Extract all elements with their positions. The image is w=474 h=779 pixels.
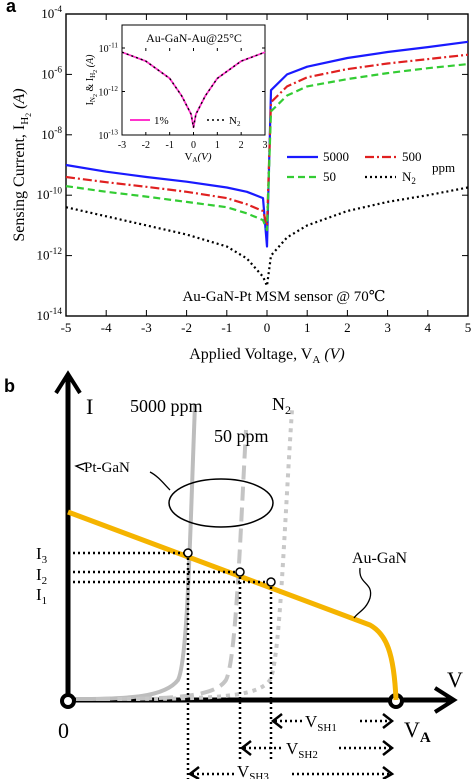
- y-tick-label: 10-4: [41, 5, 62, 21]
- i3-label: I3: [36, 544, 48, 566]
- panel-b-letter: b: [4, 376, 15, 396]
- x-tick-label: -4: [101, 320, 112, 335]
- inset-series-group: [121, 51, 266, 129]
- pt-gan-ellipse: [168, 478, 274, 528]
- x-tick-label: 3: [263, 140, 268, 151]
- x-tick-label: 3: [384, 320, 391, 335]
- op-point-i3: [183, 548, 193, 558]
- inset-y-label: IN2 & IH2 (A): [85, 54, 99, 106]
- va-label: VA: [404, 717, 431, 746]
- panel-a-letter: a: [6, 0, 17, 16]
- inset-legend-label-n2: N2: [229, 115, 241, 128]
- au-gan-label: Au-GaN: [352, 550, 408, 567]
- x-tick-label: 1: [304, 320, 311, 335]
- x-tick-label: -3: [141, 320, 152, 335]
- vsh3-label: VSH3: [237, 762, 269, 779]
- legend-label-n2: N2: [402, 169, 416, 186]
- origin-label: 0: [58, 718, 69, 743]
- y-tick-label: 10-6: [41, 66, 62, 82]
- inset-frame: [121, 24, 266, 136]
- op-point-i2: [235, 567, 245, 577]
- i-axis-arrow: [54, 370, 82, 395]
- vsh3-arrow-left: [187, 766, 200, 779]
- y-tick-label: 10-12: [98, 85, 118, 99]
- operating-point-guides: [68, 551, 273, 779]
- au-gan-pointer: [353, 567, 372, 619]
- x-tick-label: 1: [215, 140, 220, 151]
- x-tick-label: -5: [61, 320, 72, 335]
- vsh1-arrow-right: [382, 713, 395, 729]
- vsh2-label-bg: [283, 736, 339, 758]
- vsh3-label-bg: [234, 762, 290, 779]
- svg-text:IN2 & IH2 (A): IN2 & IH2 (A): [85, 54, 99, 106]
- x-tick-label: -1: [165, 140, 173, 151]
- y-label-text: Sensing Current, I: [11, 125, 28, 242]
- y-tick-label: 10-10: [37, 186, 63, 202]
- main-series-group: [65, 40, 469, 287]
- series-line-n2: [65, 186, 469, 287]
- main-y-label: Sensing Current, IH2 (A): [11, 88, 33, 241]
- pt-gan-pointer: [149, 471, 171, 491]
- i-axis-label: I: [86, 394, 93, 419]
- x-tick-label: 2: [344, 320, 351, 335]
- x-tick-label: -2: [181, 320, 192, 335]
- v-axis-label: V: [447, 667, 463, 692]
- main-x-label: Applied Voltage, VA (V): [189, 346, 345, 366]
- legend-label-50: 50: [323, 169, 336, 184]
- series-line-5000: [65, 40, 469, 248]
- vsh2-arrow-right: [382, 740, 395, 756]
- y-tick-label: 10-8: [41, 126, 62, 142]
- label-5000ppm: 5000 ppm: [130, 396, 203, 416]
- x-tick-label: -1: [221, 320, 232, 335]
- x-tick-label: 0: [264, 320, 271, 335]
- i1-label: I1: [36, 585, 47, 607]
- pt-gan-label: Pt-GaN: [84, 460, 130, 476]
- series-line-50: [65, 63, 469, 232]
- vsh1-label: VSH1: [305, 712, 337, 734]
- x-tick-label: 2: [239, 140, 244, 151]
- x-tick-label: -3: [118, 140, 126, 151]
- inset-x-label: VA(V): [184, 151, 211, 164]
- legend-label-500: 500: [402, 149, 422, 164]
- au-gan-line: [67, 509, 399, 701]
- pt-gan-arrowhead: [74, 462, 87, 471]
- inset-legend-label-1pct: 1%: [154, 115, 169, 127]
- vsh1-label-bg: [302, 710, 358, 732]
- vsh1-arrow-left: [270, 713, 283, 729]
- main-axis-ticks: -5 -4 -3 -2 -1 0 1 2 3 4 510-1410-1210-1010-810-61…: [37, 5, 472, 335]
- y-tick-label: 10-12: [37, 247, 63, 263]
- label-n2: N2: [272, 394, 291, 417]
- curve-n2: [117, 409, 294, 701]
- y-tick-label: 10-14: [37, 307, 63, 323]
- x-tick-label: 4: [425, 320, 432, 335]
- vsh2-arrow-left: [239, 740, 252, 756]
- svg-text:Sensing Current, IH2 (A): Sensing Current, IH2 (A): [11, 88, 33, 241]
- vsh2-label: VSH2: [286, 739, 318, 761]
- inset-title: Au-GaN-Au@25°C: [146, 31, 242, 45]
- vsh3-arrow-right: [382, 766, 395, 779]
- x-tick-label: 5: [465, 320, 472, 335]
- vsh-arrows: [187, 713, 395, 779]
- op-point-i1: [266, 577, 276, 587]
- v-axis-arrow: [433, 686, 458, 714]
- inset-axis-ticks: -3 -2 -1 0 1 2 3 10-13 10-12 10-11: [98, 42, 267, 152]
- x-tick-label: -2: [142, 140, 150, 151]
- series-line-n2: [121, 51, 266, 129]
- label-50ppm: 50 ppm: [214, 426, 269, 446]
- main-legend: 5000 500 50 N2 ppm: [287, 149, 455, 186]
- y-tick-label: 10-11: [99, 42, 119, 56]
- inset-legend: 1% N2: [130, 115, 241, 128]
- legend-label-5000: 5000: [323, 149, 349, 164]
- x-tick-label: 0: [191, 140, 196, 151]
- origin-marker: [60, 693, 76, 709]
- y-tick-label: 10-13: [98, 129, 118, 143]
- i2-label: I2: [36, 565, 47, 587]
- legend-ppm: ppm: [432, 160, 455, 175]
- sensor-annotation: Au-GaN-Pt MSM sensor @ 70℃: [182, 289, 385, 305]
